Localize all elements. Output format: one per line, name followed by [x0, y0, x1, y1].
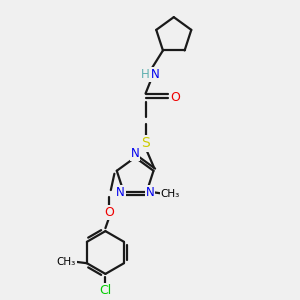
Text: N: N [151, 68, 159, 81]
Text: O: O [170, 92, 180, 104]
Text: H: H [141, 68, 150, 81]
Text: O: O [104, 206, 114, 219]
Text: CH₃: CH₃ [56, 257, 76, 267]
Text: N: N [131, 147, 140, 160]
Text: N: N [116, 186, 124, 199]
Text: CH₃: CH₃ [160, 189, 180, 199]
Text: Cl: Cl [99, 284, 112, 297]
Text: N: N [146, 186, 154, 199]
Text: S: S [141, 136, 150, 150]
